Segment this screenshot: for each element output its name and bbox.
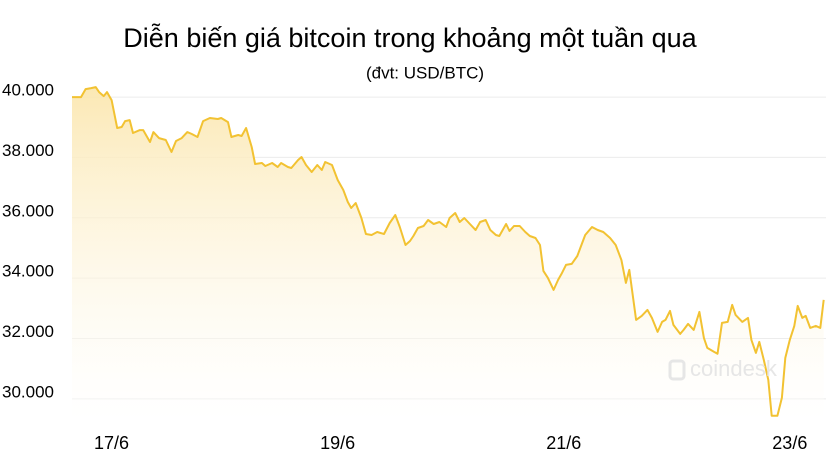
y-tick-label: 32.000 [2, 322, 54, 341]
watermark-icon [668, 359, 686, 381]
x-tick-label: 21/6 [546, 433, 581, 453]
watermark-logo: coindesk [668, 356, 778, 381]
price-line [72, 86, 825, 417]
y-tick-label: 38.000 [2, 141, 54, 160]
chart-title: Diễn biến giá bitcoin trong khoảng một t… [123, 22, 697, 53]
chart-subtitle: (đvt: USD/BTC) [366, 63, 484, 82]
y-tick-label: 34.000 [2, 262, 54, 281]
y-tick-label: 30.000 [2, 382, 54, 401]
watermark: coindesk [690, 356, 778, 381]
x-tick-label: 19/6 [320, 433, 355, 453]
area-fill [72, 87, 824, 420]
y-tick-label: 36.000 [2, 201, 54, 220]
plot [72, 86, 825, 420]
x-tick-label: 17/6 [94, 433, 129, 453]
y-tick-label: 40.000 [2, 81, 54, 100]
x-tick-label: 23/6 [772, 433, 807, 453]
